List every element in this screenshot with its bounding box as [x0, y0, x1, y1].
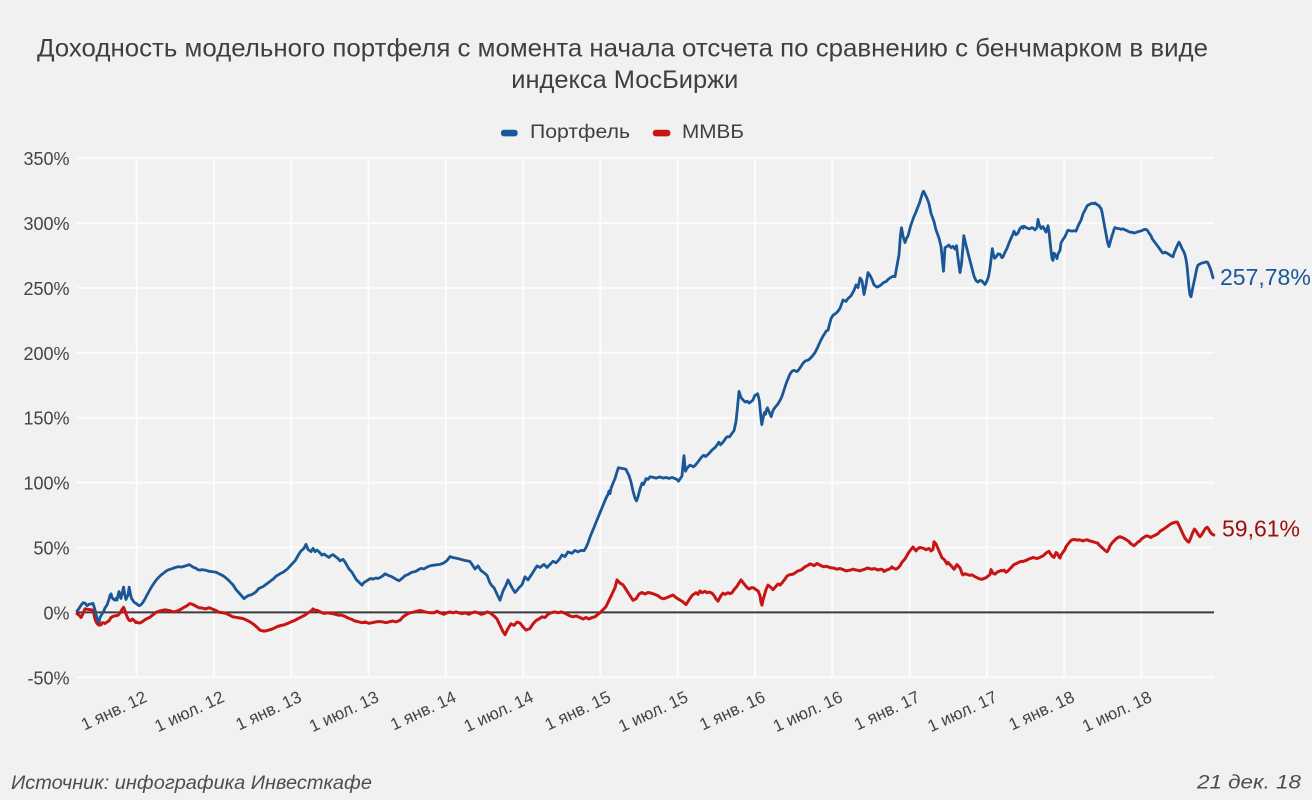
- svg-text:59,61%: 59,61%: [1222, 516, 1300, 542]
- svg-text:200%: 200%: [23, 344, 69, 364]
- svg-text:0%: 0%: [43, 603, 69, 623]
- svg-text:индекса МосБиржи: индекса МосБиржи: [511, 66, 738, 94]
- svg-text:50%: 50%: [33, 539, 69, 559]
- svg-text:Источник: инфографика Инвестка: Источник: инфографика Инвесткафе: [11, 773, 372, 794]
- svg-text:100%: 100%: [23, 474, 69, 494]
- svg-text:350%: 350%: [23, 149, 69, 169]
- svg-text:21 дек. 18: 21 дек. 18: [1196, 772, 1302, 793]
- svg-text:-50%: -50%: [27, 668, 69, 688]
- svg-text:150%: 150%: [23, 409, 69, 429]
- svg-text:250%: 250%: [23, 279, 69, 299]
- svg-text:Портфель: Портфель: [530, 121, 630, 143]
- svg-text:ММВБ: ММВБ: [682, 121, 744, 143]
- svg-text:Доходность модельного портфеля: Доходность модельного портфеля с момента…: [37, 34, 1208, 62]
- svg-text:257,78%: 257,78%: [1220, 264, 1311, 290]
- svg-text:300%: 300%: [23, 214, 69, 234]
